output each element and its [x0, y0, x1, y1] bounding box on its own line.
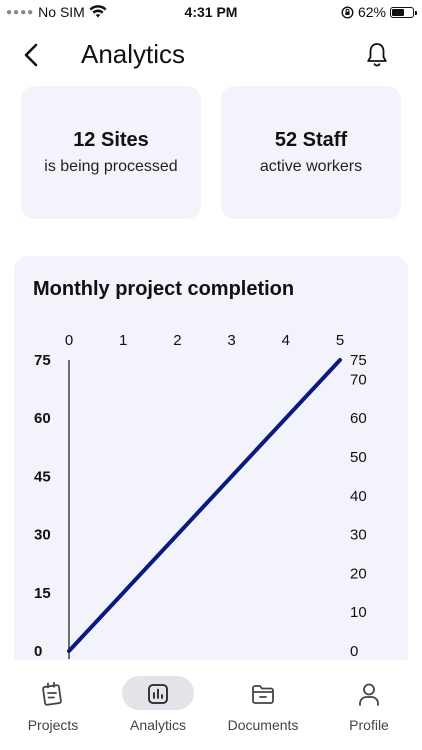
signal-dots-icon: ●●●● — [6, 6, 35, 18]
status-bar: ●●●● No SIM 4:31 PM 62% — [0, 0, 422, 24]
analytics-icon — [148, 684, 168, 704]
orientation-lock-icon — [341, 5, 354, 19]
status-right: 62% — [341, 4, 417, 20]
staff-stat-caption: active workers — [259, 158, 363, 175]
bottom-tab-bar: Projects Analytics Documents Profile — [0, 660, 422, 750]
y-right-tick-label: 40 — [350, 488, 367, 505]
y-right-tick-label: 20 — [350, 565, 367, 582]
battery-icon — [390, 6, 417, 18]
y-left-tick-label: 75 — [34, 352, 51, 369]
y-left-tick-label: 60 — [34, 410, 51, 427]
sites-stat-caption: is being processed — [44, 158, 178, 175]
tab-analytics-label: Analytics — [129, 717, 187, 733]
tab-analytics[interactable]: Analytics — [108, 676, 208, 740]
tab-profile-label: Profile — [349, 717, 389, 733]
completion-series-line — [67, 358, 342, 653]
chart-panel: Monthly project completion 0 1 2 3 4 5 0 15 30 45… — [14, 256, 408, 676]
y-left-tick-label: 15 — [34, 585, 51, 602]
page-title: Analytics — [81, 39, 186, 69]
y-right-tick-label: 10 — [350, 604, 367, 621]
y-left-tick-label: 45 — [34, 468, 51, 485]
tab-projects-label: Projects — [27, 717, 79, 733]
x-top-tick-label: 1 — [119, 332, 127, 349]
y-left-tick-label: 0 — [34, 643, 42, 660]
x-top-tick-label: 0 — [65, 332, 73, 349]
tab-projects[interactable]: Projects — [3, 676, 103, 740]
y-right-tick-label: 0 — [350, 643, 358, 660]
staff-stat-value: 52 Staff — [274, 129, 348, 151]
y-right-tick-label: 30 — [350, 527, 367, 544]
tab-documents[interactable]: Documents — [213, 676, 313, 740]
x-top-tick-label: 5 — [336, 332, 344, 349]
tab-documents-label: Documents — [227, 717, 299, 733]
status-time: 4:31 PM — [184, 4, 238, 20]
x-top-tick-label: 2 — [173, 332, 181, 349]
x-top-tick-label: 4 — [282, 332, 290, 349]
wifi-icon — [89, 5, 107, 18]
back-button[interactable] — [18, 40, 48, 70]
sites-stat-card: 12 Sites is being processed — [21, 86, 201, 219]
y-left-tick-label: 30 — [34, 527, 51, 544]
y-right-tick-label: 60 — [350, 410, 367, 427]
x-top-tick-label: 3 — [227, 332, 235, 349]
battery-percent: 62% — [357, 4, 386, 20]
sites-stat-value: 12 Sites — [73, 129, 149, 151]
projects-icon — [42, 681, 62, 706]
profile-icon — [359, 683, 379, 706]
status-left: ●●●● No SIM — [6, 4, 107, 20]
y-right-tick-label: 75 — [350, 352, 367, 369]
notifications-bell-icon[interactable] — [362, 40, 392, 70]
app-header: Analytics — [0, 30, 422, 80]
documents-icon — [252, 685, 274, 704]
y-right-tick-label: 50 — [350, 449, 367, 466]
staff-stat-card: 52 Staff active workers — [221, 86, 401, 219]
tab-profile[interactable]: Profile — [319, 676, 419, 740]
carrier-label: No SIM — [38, 4, 85, 20]
y-right-tick-label: 70 — [350, 371, 367, 388]
chart-title: Monthly project completion — [33, 278, 295, 300]
